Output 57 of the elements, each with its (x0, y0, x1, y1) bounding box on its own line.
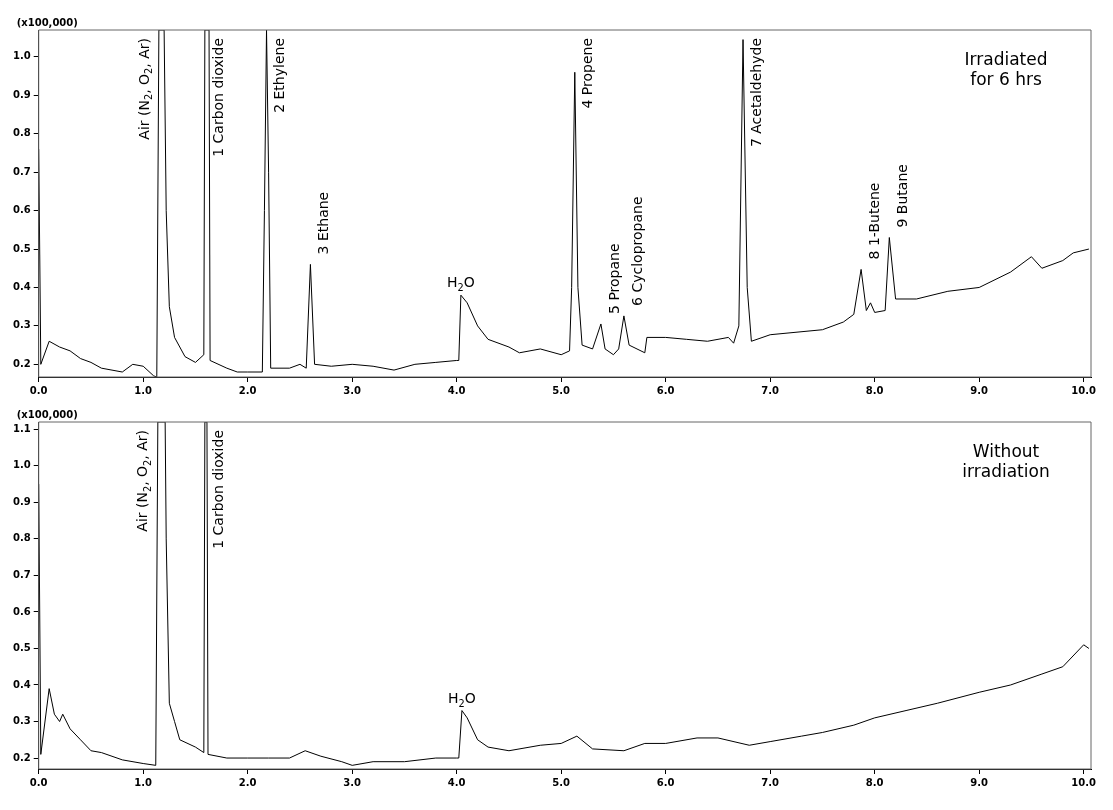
annotation: 9 Butane (893, 164, 910, 228)
annotation: 1 Carbon dioxide (209, 37, 226, 157)
x-tick-label: 2.0 (238, 776, 257, 788)
annotation: 5 Propane (605, 243, 622, 314)
x-tick-label: 1.0 (134, 776, 153, 788)
y-tick-label: 0.3 (13, 319, 31, 331)
x-tick-label: 5.0 (552, 776, 571, 788)
x-tick-label: 4.0 (447, 776, 466, 788)
y-tick-label: 0.6 (13, 204, 31, 216)
y-tick-label: 0.4 (13, 678, 31, 690)
x-tick-label: 3.0 (343, 384, 362, 396)
x-tick-label: 7.0 (761, 776, 780, 788)
annotation: 1 Carbon dioxide (209, 429, 226, 549)
x-tick-label: 5.0 (552, 384, 571, 396)
x-tick-label: 0.0 (29, 776, 48, 788)
y-axis-title: (x100,000) (16, 409, 78, 420)
y-tick-label: 0.3 (13, 715, 31, 727)
x-tick-label: 7.0 (761, 384, 780, 396)
x-tick-label: 6.0 (656, 776, 675, 788)
annotation: 4 Propene (579, 37, 596, 109)
x-tick-label: 2.0 (238, 384, 257, 396)
annotation: Irradiated for 6 hrs (964, 48, 1048, 89)
annotation: 8 1-Butene (865, 182, 882, 260)
y-tick-label: 0.9 (13, 88, 31, 100)
annotation: Air (N2, O2, Ar) (135, 37, 154, 140)
x-tick-label: 0.0 (29, 384, 48, 396)
y-tick-label: 0.8 (13, 532, 31, 544)
y-tick-label: 0.6 (13, 605, 31, 617)
annotation: Without irradiation (962, 440, 1050, 481)
y-tick-label: 0.8 (13, 127, 31, 139)
y-tick-label: 0.2 (13, 751, 31, 763)
annotation: Air (N2, O2, Ar) (134, 429, 153, 532)
x-tick-label: 4.0 (447, 384, 466, 396)
y-axis-title: (x100,000) (16, 17, 78, 28)
y-tick-label: 0.2 (13, 357, 31, 369)
x-tick-label: 6.0 (656, 384, 675, 396)
x-tick-label: 10.0 (1071, 776, 1097, 788)
y-tick-label: 1.0 (13, 459, 31, 471)
x-tick-label: 8.0 (865, 384, 884, 396)
y-tick-label: 0.7 (13, 569, 31, 580)
x-tick-label: 3.0 (343, 776, 362, 788)
annotation: 7 Acetaldehyde (747, 37, 764, 148)
y-tick-label: 0.4 (13, 281, 31, 293)
annotation: 2 Ethylene (271, 38, 288, 113)
annotation: 6 Cyclopropane (628, 196, 645, 306)
x-tick-label: 1.0 (134, 384, 153, 396)
y-tick-label: 1.1 (13, 422, 31, 434)
x-tick-label: 8.0 (865, 776, 884, 788)
y-tick-label: 0.7 (13, 165, 31, 177)
x-tick-label: 9.0 (970, 384, 989, 396)
x-tick-label: 10.0 (1071, 384, 1097, 396)
annotation: 3 Ethane (315, 191, 332, 255)
y-tick-label: 0.5 (13, 242, 31, 254)
y-tick-label: 0.5 (13, 642, 31, 654)
y-tick-label: 1.0 (13, 50, 31, 62)
x-tick-label: 9.0 (970, 776, 989, 788)
y-tick-label: 0.9 (13, 495, 31, 507)
